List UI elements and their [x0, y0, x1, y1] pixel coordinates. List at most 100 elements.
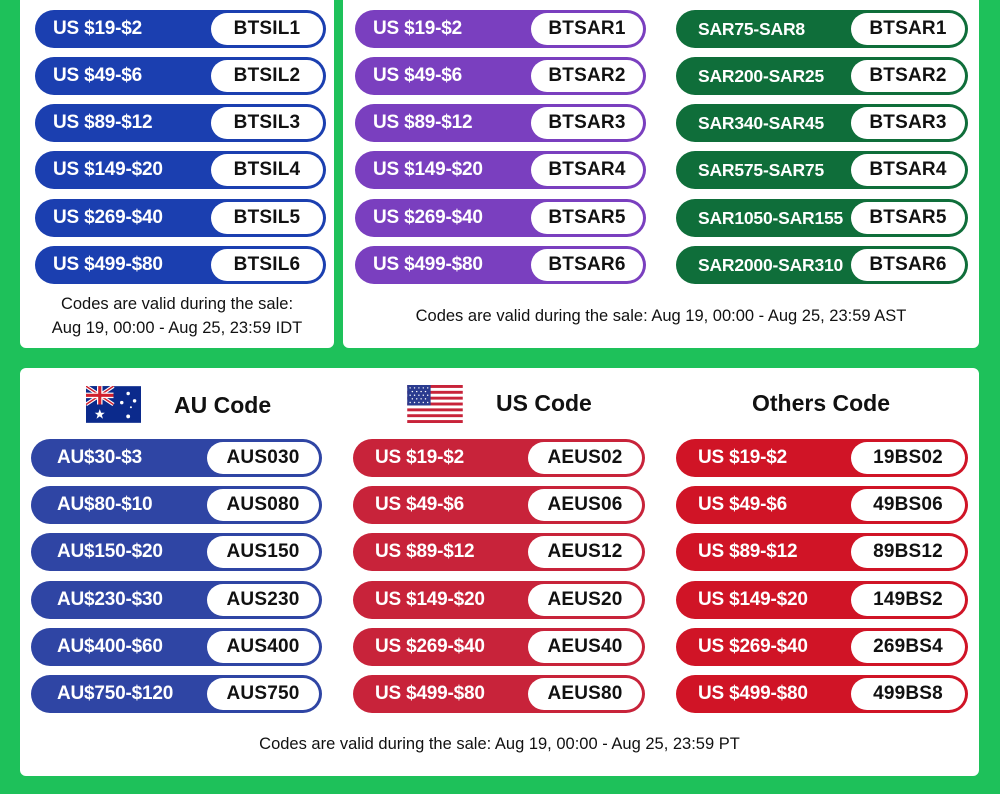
- coupon-pill[interactable]: SAR200-SAR25 BTSAR2: [676, 57, 968, 95]
- coupon-pill[interactable]: US $19-$2 BTSIL1: [35, 10, 326, 48]
- coupon-code[interactable]: AUS080: [207, 489, 319, 521]
- coupon-pill[interactable]: AU$80-$10 AUS080: [31, 486, 322, 524]
- coupon-code[interactable]: AEUS40: [528, 631, 642, 663]
- coupon-code[interactable]: BTSIL4: [211, 154, 323, 186]
- coupon-code[interactable]: 499BS8: [851, 678, 965, 710]
- coupon-code[interactable]: BTSIL5: [211, 202, 323, 234]
- coupon-pill[interactable]: US $499-$80 499BS8: [676, 675, 968, 713]
- coupon-code[interactable]: AUS030: [207, 442, 319, 474]
- coupon-pill[interactable]: US $49-$6 BTSAR2: [355, 57, 646, 95]
- coupon-pill[interactable]: US $269-$40 269BS4: [676, 628, 968, 666]
- coupon-pill[interactable]: US $89-$12 AEUS12: [353, 533, 645, 571]
- coupon-pill[interactable]: US $89-$12 BTSAR3: [355, 104, 646, 142]
- coupon-code[interactable]: AEUS80: [528, 678, 642, 710]
- coupon-pill[interactable]: US $89-$12 BTSIL3: [35, 104, 326, 142]
- coupon-code[interactable]: BTSAR3: [851, 107, 965, 139]
- coupon-pill[interactable]: AU$750-$120 AUS750: [31, 675, 322, 713]
- coupon-deal: US $499-$80: [373, 254, 483, 275]
- coupon-pill[interactable]: AU$230-$30 AUS230: [31, 581, 322, 619]
- coupon-pill[interactable]: US $19-$2 BTSAR1: [355, 10, 646, 48]
- coupon-pill[interactable]: US $49-$6 AEUS06: [353, 486, 645, 524]
- coupon-pill[interactable]: SAR2000-SAR310 BTSAR6: [676, 246, 968, 284]
- coupon-code[interactable]: AUS750: [207, 678, 319, 710]
- sa-code-panel: US $19-$2 BTSAR1 US $49-$6 BTSAR2 US $89…: [343, 0, 979, 348]
- coupon-deal: AU$230-$30: [57, 589, 163, 610]
- coupon-deal: US $49-$6: [375, 494, 465, 515]
- coupon-code[interactable]: AUS400: [207, 631, 319, 663]
- coupon-pill[interactable]: SAR75-SAR8 BTSAR1: [676, 10, 968, 48]
- coupon-code[interactable]: 19BS02: [851, 442, 965, 474]
- coupon-code[interactable]: BTSAR1: [851, 13, 965, 45]
- coupon-code[interactable]: BTSAR3: [531, 107, 643, 139]
- coupon-code[interactable]: BTSAR2: [531, 60, 643, 92]
- coupon-deal: US $149-$20: [53, 159, 163, 180]
- coupon-code[interactable]: AEUS12: [528, 536, 642, 568]
- coupon-deal: SAR75-SAR8: [698, 18, 805, 39]
- australia-flag-icon: [86, 386, 141, 423]
- coupon-deal: SAR2000-SAR310: [698, 254, 844, 275]
- coupon-deal: US $269-$40: [373, 207, 483, 228]
- coupon-code[interactable]: BTSIL3: [211, 107, 323, 139]
- coupon-code[interactable]: BTSAR4: [531, 154, 643, 186]
- coupon-pill[interactable]: AU$150-$20 AUS150: [31, 533, 322, 571]
- coupon-code[interactable]: BTSAR1: [531, 13, 643, 45]
- coupon-code[interactable]: BTSAR4: [851, 154, 965, 186]
- coupon-pill[interactable]: AU$400-$60 AUS400: [31, 628, 322, 666]
- coupon-deal: US $499-$80: [53, 254, 163, 275]
- coupon-code[interactable]: AEUS06: [528, 489, 642, 521]
- coupon-code[interactable]: BTSIL2: [211, 60, 323, 92]
- coupon-pill[interactable]: US $269-$40 BTSAR5: [355, 199, 646, 237]
- coupon-pill[interactable]: US $49-$6 BTSIL2: [35, 57, 326, 95]
- coupon-code[interactable]: BTSAR6: [531, 249, 643, 281]
- coupon-code[interactable]: BTSAR6: [851, 249, 965, 281]
- coupon-code[interactable]: BTSIL6: [211, 249, 323, 281]
- coupon-code[interactable]: AUS150: [207, 536, 319, 568]
- coupon-deal: SAR200-SAR25: [698, 65, 824, 86]
- coupon-deal: US $89-$12: [375, 541, 475, 562]
- coupon-code[interactable]: 49BS06: [851, 489, 965, 521]
- coupon-pill[interactable]: US $149-$20 149BS2: [676, 581, 968, 619]
- coupon-deal: US $19-$2: [53, 18, 143, 39]
- coupon-pill[interactable]: SAR575-SAR75 BTSAR4: [676, 151, 968, 189]
- coupon-code[interactable]: 89BS12: [851, 536, 965, 568]
- coupon-pill[interactable]: SAR1050-SAR155 BTSAR5: [676, 199, 968, 237]
- coupon-pill[interactable]: US $149-$20 BTSAR4: [355, 151, 646, 189]
- coupon-code[interactable]: 269BS4: [851, 631, 965, 663]
- coupon-pill[interactable]: US $499-$80 BTSIL6: [35, 246, 326, 284]
- coupon-pill[interactable]: US $49-$6 49BS06: [676, 486, 968, 524]
- coupon-deal: US $499-$80: [698, 683, 808, 704]
- coupon-code[interactable]: AEUS20: [528, 584, 642, 616]
- coupon-deal: US $269-$40: [375, 636, 485, 657]
- others-code-title: Others Code: [752, 390, 891, 416]
- coupon-code[interactable]: BTSIL1: [211, 13, 323, 45]
- coupon-code[interactable]: AUS230: [207, 584, 319, 616]
- validity-note-line2: Aug 19, 00:00 - Aug 25, 23:59 IDT: [51, 319, 303, 337]
- coupon-deal: US $19-$2: [373, 18, 463, 39]
- sa-usd-code-list: US $19-$2 BTSAR1 US $49-$6 BTSAR2 US $89…: [355, 10, 646, 300]
- coupon-code[interactable]: BTSAR2: [851, 60, 965, 92]
- coupon-code[interactable]: AEUS02: [528, 442, 642, 474]
- coupon-code[interactable]: BTSAR5: [531, 202, 643, 234]
- coupon-pill[interactable]: US $269-$40 BTSIL5: [35, 199, 326, 237]
- coupon-pill[interactable]: SAR340-SAR45 BTSAR3: [676, 104, 968, 142]
- us-flag-icon: [407, 385, 463, 423]
- coupon-pill[interactable]: US $499-$80 AEUS80: [353, 675, 645, 713]
- coupon-pill[interactable]: US $269-$40 AEUS40: [353, 628, 645, 666]
- au-code-title: AU Code: [174, 392, 272, 418]
- validity-note: Codes are valid during the sale: Aug 19,…: [415, 307, 907, 325]
- coupon-pill[interactable]: US $19-$2 19BS02: [676, 439, 968, 477]
- coupon-deal: AU$30-$3: [57, 447, 143, 468]
- coupon-pill[interactable]: US $89-$12 89BS12: [676, 533, 968, 571]
- coupon-deal: SAR1050-SAR155: [698, 207, 844, 228]
- coupon-pill[interactable]: US $499-$80 BTSAR6: [355, 246, 646, 284]
- coupon-pill[interactable]: US $149-$20 AEUS20: [353, 581, 645, 619]
- il-code-list: US $19-$2 BTSIL1 US $49-$6 BTSIL2 US $89…: [35, 10, 326, 300]
- coupon-deal: US $89-$12: [53, 112, 153, 133]
- coupon-pill[interactable]: US $149-$20 BTSIL4: [35, 151, 326, 189]
- us-code-title: US Code: [496, 390, 592, 416]
- coupon-code[interactable]: 149BS2: [851, 584, 965, 616]
- coupon-code[interactable]: BTSAR5: [851, 202, 965, 234]
- coupon-deal: US $269-$40: [698, 636, 808, 657]
- coupon-pill[interactable]: US $19-$2 AEUS02: [353, 439, 645, 477]
- coupon-pill[interactable]: AU$30-$3 AUS030: [31, 439, 322, 477]
